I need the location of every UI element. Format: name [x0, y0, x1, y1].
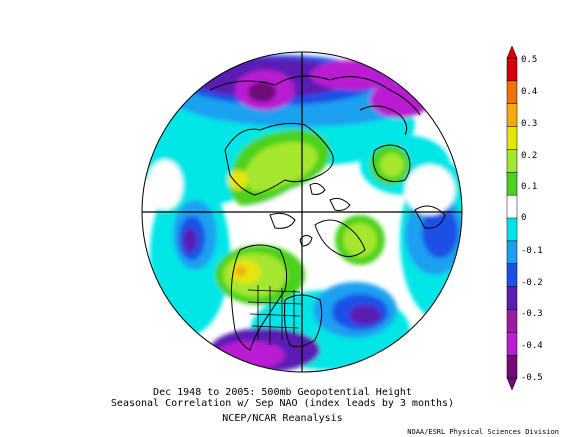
colorbar-segment	[506, 103, 518, 128]
colorbar-segment	[506, 194, 518, 219]
colorbar-tick-label: -0.4	[521, 341, 543, 351]
colorbar-tick-label: 0.2	[521, 151, 538, 161]
colorbar-tick-label: -0.2	[521, 278, 543, 288]
credit-text: NOAA/ESRL Physical Sciences Division	[407, 428, 559, 436]
title-line-2: Seasonal Correlation w/ Sep NAO (index l…	[110, 398, 455, 409]
region-blue	[422, 206, 458, 258]
colorbar-segment	[506, 240, 518, 265]
colorbar	[506, 45, 518, 391]
region-yellow	[228, 170, 248, 190]
region-purple	[349, 305, 381, 325]
colorbar-segment	[506, 263, 518, 288]
colorbar-segment	[506, 126, 518, 151]
colorbar-tick-label: 0.4	[521, 87, 538, 97]
title-line-3: NCEP/NCAR Reanalysis	[222, 413, 343, 424]
region-magenta	[370, 82, 430, 118]
region-yellow-green	[245, 142, 318, 192]
colorbar-segment	[506, 149, 518, 174]
colorbar-tick-label: 0.1	[521, 182, 538, 192]
region-purple	[183, 228, 197, 252]
title-line-1: Dec 1948 to 2005: 500mb Geopotential Hei…	[153, 387, 412, 398]
colorbar-segment	[506, 332, 518, 356]
colorbar-segment	[506, 354, 518, 379]
region-orange	[235, 266, 247, 276]
colorbar-tick-label: -0.1	[521, 246, 543, 256]
state-borders	[247, 285, 303, 345]
region-yellow-green	[380, 153, 404, 177]
colorbar-tick-label: 0.3	[521, 119, 538, 129]
region-white	[147, 160, 183, 210]
colorbar-tick-label: 0	[521, 213, 527, 223]
colorbar-tick-label: 0.5	[521, 55, 538, 65]
colorbar-segment	[506, 217, 518, 242]
region-white	[405, 165, 455, 215]
colorbar-max-arrow	[506, 45, 518, 59]
correlation-field	[142, 52, 462, 372]
colorbar-segment	[506, 172, 518, 196]
colorbar-segment	[506, 309, 518, 334]
colorbar-segment	[506, 57, 518, 82]
region-magenta	[215, 341, 285, 369]
colorbar-tick-label: -0.5	[521, 373, 543, 383]
colorbar-segment	[506, 286, 518, 311]
colorbar-segment	[506, 80, 518, 105]
colorbar-min-arrow	[506, 377, 518, 391]
coastlines	[209, 75, 446, 351]
region-dark-purple	[248, 82, 276, 102]
colorbar-tick-label: -0.3	[521, 309, 543, 319]
